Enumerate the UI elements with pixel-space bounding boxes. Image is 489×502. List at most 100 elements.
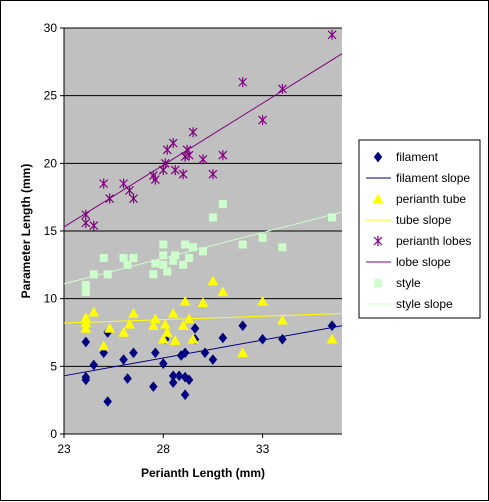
data-point: [258, 115, 267, 126]
series-lobe-slope: [63, 53, 343, 228]
trend-line: [63, 53, 343, 228]
data-point: [103, 270, 112, 279]
data-point: [161, 326, 173, 337]
legend-label: style slope: [396, 297, 453, 311]
data-point: [169, 256, 178, 265]
data-point: [177, 320, 189, 330]
data-point: [98, 340, 110, 351]
legend-label: filament: [396, 150, 439, 164]
data-point: [170, 165, 180, 176]
data-point: [157, 333, 169, 344]
data-point: [128, 308, 139, 318]
data-point: [180, 389, 190, 401]
data-point: [326, 333, 338, 344]
series-style-slope: [63, 211, 343, 285]
data-point: [149, 270, 158, 279]
data-point: [159, 251, 168, 260]
data-point: [179, 295, 191, 306]
y-tick-label: 10: [44, 292, 58, 306]
legend-marker-swatch: [373, 236, 383, 246]
legend-label: perianth tube: [396, 192, 466, 206]
data-point: [208, 354, 218, 365]
data-point: [238, 320, 248, 332]
data-point: [218, 150, 228, 161]
data-point: [168, 138, 178, 149]
data-point: [81, 371, 91, 383]
data-point: [181, 240, 190, 249]
data-point: [179, 260, 188, 269]
legend-item: filament slope: [366, 171, 470, 185]
data-point: [198, 154, 208, 165]
data-point: [257, 295, 268, 306]
legend-item: perianth lobes: [373, 234, 471, 248]
data-point: [151, 347, 160, 359]
legend-item: filament: [373, 150, 439, 164]
y-tick-label: 15: [44, 224, 58, 238]
data-point: [150, 174, 160, 185]
data-point: [89, 220, 99, 231]
legend-label: perianth lobes: [396, 234, 471, 248]
tick-labels: 0 5 10 15 20 25 30 23 28 33: [44, 21, 270, 456]
data-point: [123, 373, 132, 384]
data-point: [129, 254, 138, 263]
axes: [60, 27, 342, 438]
data-point: [178, 169, 188, 180]
data-point: [123, 260, 132, 269]
series-tube-slope: [63, 313, 343, 324]
data-point: [163, 267, 172, 276]
data-point: [118, 326, 129, 337]
data-point: [169, 335, 181, 345]
data-point: [168, 377, 178, 388]
y-axis-title: Parameter Length (mm): [19, 164, 33, 299]
legend-item: style: [374, 276, 421, 290]
series-layer: [63, 29, 343, 407]
data-point: [147, 320, 159, 330]
data-point: [129, 193, 138, 204]
x-axis-title: Perianth Length (mm): [141, 466, 265, 480]
data-point: [278, 243, 287, 252]
data-point: [158, 165, 168, 176]
data-point: [119, 254, 128, 263]
data-point: [208, 169, 218, 180]
y-tick-label: 0: [50, 427, 57, 441]
data-point: [158, 358, 168, 370]
data-point: [218, 199, 227, 208]
data-point: [104, 322, 116, 333]
legend-marker-swatch: [374, 279, 382, 287]
series-filament-slope: [63, 325, 343, 377]
data-point: [151, 259, 160, 268]
data-point: [89, 270, 98, 279]
legend: filament filament slope perianth tube tube …: [358, 139, 481, 319]
y-tick-label: 25: [44, 89, 58, 103]
data-point: [238, 240, 247, 249]
data-point: [159, 240, 168, 249]
data-point: [88, 306, 100, 317]
data-point: [217, 286, 229, 297]
series-perianth-tube: [80, 275, 338, 358]
data-point: [199, 247, 207, 256]
trend-line: [63, 313, 343, 324]
legend-label: lobe slope: [396, 255, 451, 269]
legend-item: lobe slope: [366, 255, 451, 269]
data-point: [328, 213, 337, 222]
data-point: [188, 127, 198, 138]
data-point: [159, 260, 168, 269]
data-point: [207, 275, 219, 286]
data-point: [80, 312, 92, 322]
data-point: [190, 323, 200, 334]
data-point: [149, 381, 158, 393]
data-point: [187, 333, 199, 344]
data-point: [238, 77, 248, 88]
legend-label: filament slope: [396, 171, 470, 185]
data-point: [327, 29, 337, 40]
data-point: [278, 83, 287, 94]
legend-box: [358, 139, 481, 319]
trend-line: [63, 211, 343, 285]
data-point: [180, 347, 190, 359]
data-point: [99, 178, 109, 189]
data-point: [167, 308, 179, 318]
legend-marker-swatch: [373, 151, 383, 163]
legend-label: tube slope: [396, 213, 452, 227]
data-point: [185, 254, 194, 263]
